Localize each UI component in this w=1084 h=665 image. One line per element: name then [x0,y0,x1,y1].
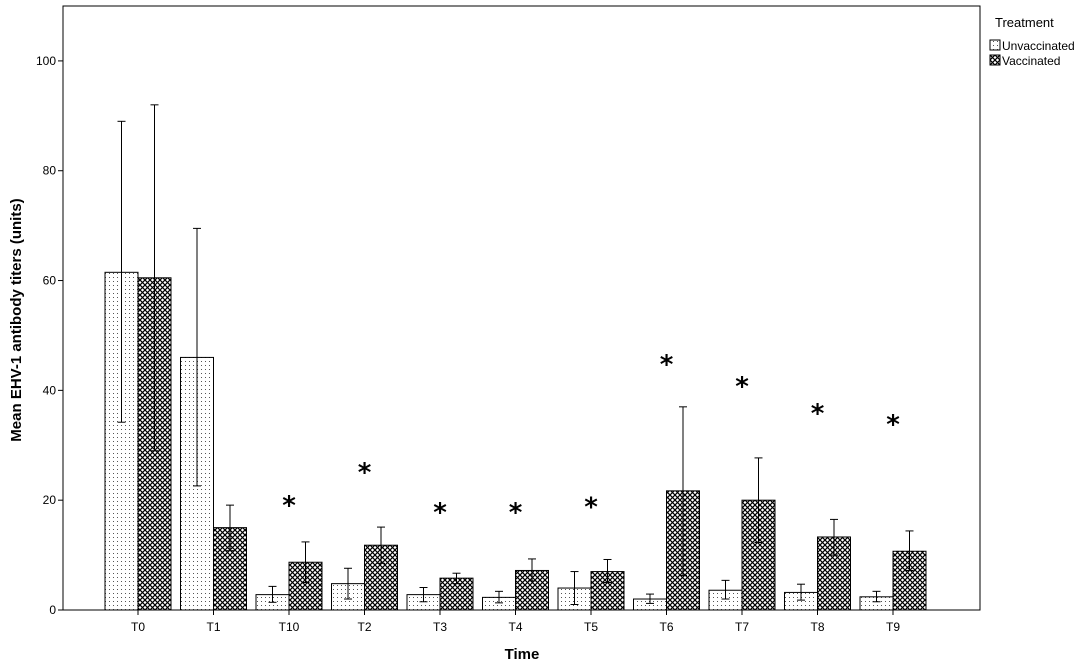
y-tick-label: 40 [43,383,57,397]
x-axis: T0 T1 T10 T2 T3 T4 T5 T6 T7 T8 T9 [131,610,900,634]
y-axis-title: Mean EHV-1 antibody titers (units) [8,198,25,441]
x-tick-label: T1 [206,620,220,634]
significance-star: * [433,498,447,528]
x-tick-label: T4 [508,620,522,634]
x-tick-label: T3 [433,620,447,634]
legend-title: Treatment [995,15,1054,30]
y-tick-label: 60 [43,274,57,288]
significance-markers: * * * * * * * * * [282,350,900,528]
significance-star: * [886,410,900,440]
x-tick-label: T5 [584,620,598,634]
legend-swatch-vaccinated [989,54,1001,66]
y-tick-label: 100 [36,54,56,68]
x-tick-label: T8 [810,620,824,634]
legend-label-unvaccinated: Unvaccinated [1002,39,1075,53]
y-tick-label: 0 [49,603,56,617]
x-tick-label: T9 [886,620,900,634]
legend-swatch-unvaccinated [989,39,1001,51]
x-tick-label: T2 [357,620,371,634]
significance-star: * [584,493,598,523]
y-axis: 0 20 40 60 80 100 [36,54,63,617]
significance-star: * [811,399,825,429]
significance-star: * [358,458,372,488]
x-tick-label: T10 [279,620,300,634]
y-tick-label: 80 [43,164,57,178]
bar-vaccinated-t5 [590,571,625,611]
error-bars [117,104,914,606]
significance-star: * [282,491,296,521]
significance-star: * [660,350,674,380]
legend: Treatment Unvaccinated Vaccinated [989,15,1075,68]
x-tick-label: T0 [131,620,145,634]
x-axis-title: Time [505,646,540,663]
significance-star: * [509,498,523,528]
y-tick-label: 20 [43,493,57,507]
significance-star: * [735,372,749,402]
x-tick-label: T7 [735,620,749,634]
bars [104,271,927,611]
x-tick-label: T6 [659,620,673,634]
legend-label-vaccinated: Vaccinated [1002,54,1060,68]
